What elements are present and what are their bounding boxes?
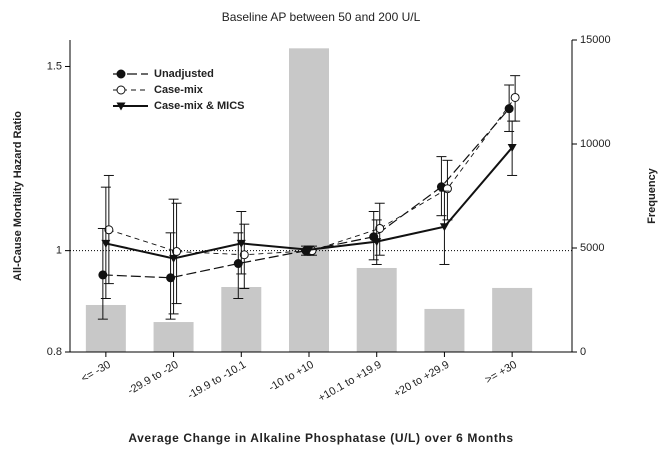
y2-axis-label: Frequency (646, 167, 658, 224)
chart-title: Baseline AP between 50 and 200 U/L (222, 10, 421, 24)
y2-tick-label: 15000 (580, 34, 611, 46)
y2-tick-label: 0 (580, 346, 586, 358)
x-tick-label: +10.1 to +19.9 (316, 359, 383, 405)
marker (507, 143, 517, 152)
bar (424, 308, 465, 352)
y-tick-label: 1.5 (47, 60, 62, 72)
y-tick-label: 1 (56, 245, 62, 257)
legend-label: Case-mix (154, 84, 204, 96)
y2-tick-label: 5000 (580, 242, 604, 254)
marker (166, 273, 176, 283)
marker (104, 225, 114, 235)
x-tick-label: +20 to +29.9 (392, 359, 452, 400)
marker (510, 92, 520, 102)
x-axis-label: Average Change in Alkaline Phosphatase (… (128, 431, 513, 445)
marker (239, 250, 249, 260)
marker (101, 239, 111, 248)
legend-marker (116, 85, 126, 95)
legend-marker (116, 69, 126, 79)
bar (221, 287, 262, 352)
marker (233, 259, 243, 269)
y-tick-label: 0.8 (47, 346, 62, 358)
marker (504, 104, 514, 114)
bar (492, 287, 533, 352)
bar (153, 322, 194, 352)
marker (375, 223, 385, 233)
x-tick-label: -19.9 to -10.1 (186, 359, 249, 402)
marker (304, 246, 314, 255)
bar (85, 304, 126, 352)
bar (356, 267, 397, 352)
y2-tick-label: 10000 (580, 138, 611, 150)
marker (169, 254, 179, 263)
x-tick-label: -10 to +10 (267, 359, 316, 394)
y-axis-label: All-Cause Mortality Hazard Ratio (12, 111, 24, 281)
bar (289, 48, 329, 352)
x-tick-label: -29.9 to -20 (126, 359, 181, 398)
legend-label: Case-mix & MICS (154, 100, 244, 112)
legend-label: Unadjusted (154, 68, 214, 80)
x-tick-label: <= -30 (79, 359, 113, 385)
marker (98, 270, 108, 280)
marker (236, 239, 246, 248)
legend-marker (116, 102, 126, 111)
x-tick-label: >= +30 (483, 359, 519, 387)
marker (372, 238, 382, 247)
marker (439, 223, 449, 232)
